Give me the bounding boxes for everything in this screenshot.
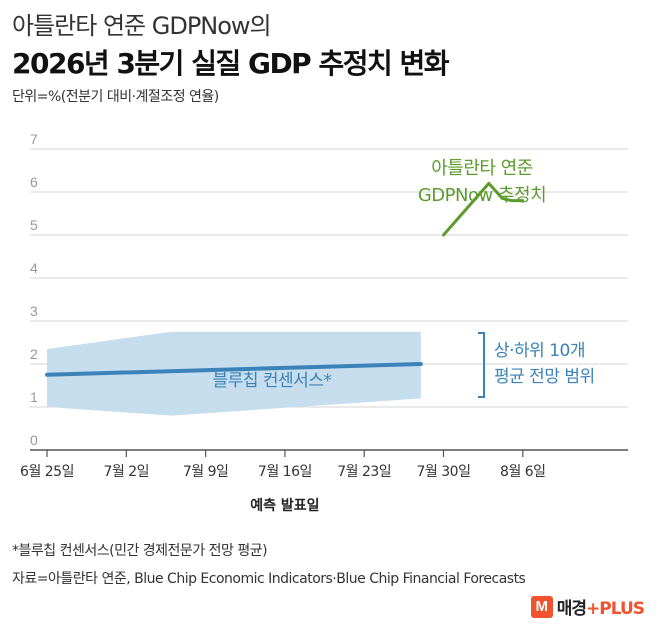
source-note: 자료=아틀란타 연준, Blue Chip Economic Indicator… — [12, 571, 526, 587]
logo-text-main: 매경 — [556, 599, 587, 619]
y-tick-label: 5 — [30, 217, 38, 233]
gdpnow-label: 아틀란타 연준 — [431, 158, 533, 179]
x-tick-label: 7월 9일 — [183, 464, 229, 480]
x-tick-label: 8월 6일 — [500, 464, 546, 480]
consensus-range-band — [47, 331, 421, 416]
x-tick-label: 6월 25일 — [20, 464, 74, 480]
y-tick-label: 0 — [30, 432, 38, 448]
gdpnow-line — [442, 181, 525, 237]
y-tick-label: 2 — [30, 346, 38, 362]
y-tick-label: 6 — [30, 174, 38, 190]
consensus-line — [45, 362, 423, 377]
gdpnow-label: GDPNow 추정치 — [418, 185, 546, 206]
chart-title-line1: 아틀란타 연준 GDPNow의 — [12, 12, 272, 40]
band-label: 평균 전망 범위 — [494, 367, 595, 387]
y-tick-label: 7 — [30, 131, 38, 147]
band-bracket — [478, 332, 485, 398]
consensus-label: 블루칩 컨센서스* — [213, 371, 332, 391]
x-tick-label: 7월 16일 — [258, 464, 312, 480]
x-tick-label: 7월 2일 — [104, 464, 150, 480]
x-tick-label: 7월 23일 — [337, 464, 391, 480]
unit-label: 단위=%(전분기 대비·계절조정 연율) — [12, 89, 219, 105]
publisher-logo: M 매경+PLUS — [530, 594, 645, 619]
band-label: 상·하위 10개 — [494, 341, 585, 361]
consensus-footnote: *블루칩 컨센서스(민간 경제전문가 전망 평균) — [12, 543, 268, 559]
logo-text-plus: +PLUS — [586, 599, 645, 619]
y-tick-label: 1 — [30, 389, 38, 405]
chart-title-line2: 2026년 3분기 실질 GDP 추정치 변화 — [12, 47, 450, 80]
y-tick-label: 3 — [30, 303, 38, 319]
y-tick-label: 4 — [30, 260, 38, 276]
logo-text: 매경+PLUS — [556, 594, 645, 619]
logo-mark-icon: M — [530, 595, 553, 618]
x-tick-label: 7월 30일 — [417, 464, 471, 480]
x-axis-label: 예측 발표일 — [250, 497, 319, 514]
